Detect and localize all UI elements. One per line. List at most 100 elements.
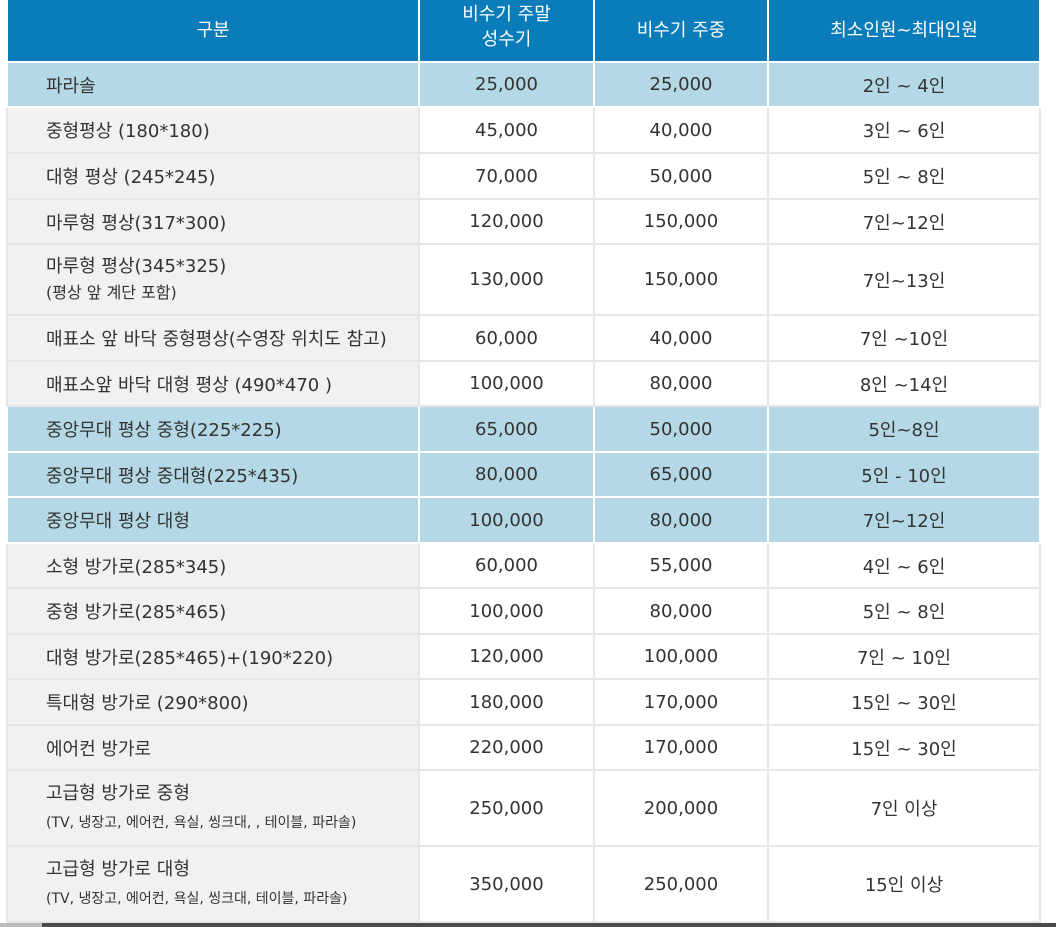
table-row: 대형 평상 (245*245) 70,000 50,000 5인 ~ 8인 [6, 152, 1041, 200]
row-name-cell: 마루형 평상(345*325) (평상 앞 계단 포함) [6, 243, 420, 316]
row-weekday-price: 80,000 [593, 587, 769, 635]
table-header-row: 구분 비수기 주말 성수기 비수기 주중 최소인원~최대인원 [6, 0, 1041, 63]
table-row: 소형 방가로(285*345) 60,000 55,000 4인 ~ 6인 [6, 542, 1041, 589]
row-weekend-price: 60,000 [418, 314, 595, 362]
row-weekend-price: 250,000 [418, 769, 595, 847]
table-row: 고급형 방가로 중형 (TV, 냉장고, 에어컨, 욕실, 씽크대, , 테이블… [6, 769, 1041, 847]
row-weekend-price: 120,000 [418, 633, 595, 680]
row-name-cell: 고급형 방가로 대형 (TV, 냉장고, 에어컨, 욕실, 씽크대, 테이블, … [6, 845, 420, 923]
row-capacity: 5인 - 10인 [767, 451, 1041, 498]
row-name: 소형 방가로(285*345) [6, 542, 420, 589]
row-name-note: (평상 앞 계단 포함) [46, 282, 177, 302]
header-offpeak-weekday: 비수기 주중 [593, 0, 769, 63]
row-capacity: 7인~12인 [767, 198, 1041, 245]
row-name: 중앙무대 평상 중형(225*225) [6, 405, 420, 453]
row-capacity: 2인 ~ 4인 [767, 61, 1041, 108]
table-row: 중형 방가로(285*465) 100,000 80,000 5인 ~ 8인 [6, 587, 1041, 635]
row-weekend-price: 120,000 [418, 198, 595, 245]
header-peak-weekend: 비수기 주말 성수기 [418, 0, 595, 63]
row-weekday-price: 170,000 [593, 724, 769, 771]
row-weekday-price: 65,000 [593, 451, 769, 498]
row-capacity: 5인 ~ 8인 [767, 152, 1041, 200]
row-weekend-price: 25,000 [418, 61, 595, 108]
row-name: 특대형 방가로 (290*800) [6, 678, 420, 726]
row-capacity: 7인 ~10인 [767, 314, 1041, 362]
row-weekday-price: 55,000 [593, 542, 769, 589]
table-row: 매표소 앞 바닥 중형평상(수영장 위치도 참고) 60,000 40,000 … [6, 314, 1041, 362]
row-weekend-price: 60,000 [418, 542, 595, 589]
row-capacity: 7인 이상 [767, 769, 1041, 847]
price-table-wrapper: 구분 비수기 주말 성수기 비수기 주중 최소인원~최대인원 파라솔 25,00… [6, 0, 1041, 923]
header-peak-weekend-line1: 비수기 주말 [462, 3, 551, 25]
table-row: 파라솔 25,000 25,000 2인 ~ 4인 [6, 61, 1041, 108]
price-table: 구분 비수기 주말 성수기 비수기 주중 최소인원~최대인원 파라솔 25,00… [6, 0, 1041, 923]
table-row: 에어컨 방가로 220,000 170,000 15인 ~ 30인 [6, 724, 1041, 771]
row-capacity: 15인 ~ 30인 [767, 724, 1041, 771]
row-name: 대형 평상 (245*245) [6, 152, 420, 200]
row-weekday-price: 80,000 [593, 360, 769, 407]
row-capacity: 8인 ~14인 [767, 360, 1041, 407]
row-name: 중형평상 (180*180) [6, 106, 420, 154]
row-weekend-price: 80,000 [418, 451, 595, 498]
table-row: 고급형 방가로 대형 (TV, 냉장고, 에어컨, 욕실, 씽크대, 테이블, … [6, 845, 1041, 923]
row-weekday-price: 80,000 [593, 496, 769, 544]
row-name: 마루형 평상(345*325) [46, 255, 227, 277]
row-weekday-price: 50,000 [593, 405, 769, 453]
table-row: 중앙무대 평상 중형(225*225) 65,000 50,000 5인~8인 [6, 405, 1041, 453]
row-weekday-price: 250,000 [593, 845, 769, 923]
row-capacity: 7인 ~ 10인 [767, 633, 1041, 680]
table-body: 파라솔 25,000 25,000 2인 ~ 4인 중형평상 (180*180)… [6, 61, 1041, 923]
row-weekend-price: 350,000 [418, 845, 595, 923]
row-name: 고급형 방가로 대형 [46, 859, 190, 880]
row-capacity: 15인 ~ 30인 [767, 678, 1041, 726]
row-capacity: 5인~8인 [767, 405, 1041, 453]
row-weekend-price: 45,000 [418, 106, 595, 154]
row-weekday-price: 200,000 [593, 769, 769, 847]
row-capacity: 7인~13인 [767, 243, 1041, 316]
row-capacity: 15인 이상 [767, 845, 1041, 923]
row-name: 마루형 평상(317*300) [6, 198, 420, 245]
row-name: 중앙무대 평상 대형 [6, 496, 420, 544]
row-name: 대형 방가로(285*465)+(190*220) [6, 633, 420, 680]
window-bottom-edge [0, 923, 1056, 927]
table-row: 중앙무대 평상 대형 100,000 80,000 7인~12인 [6, 496, 1041, 544]
row-name: 중앙무대 평상 중대형(225*435) [6, 451, 420, 498]
row-weekday-price: 100,000 [593, 633, 769, 680]
row-weekday-price: 170,000 [593, 678, 769, 726]
row-weekend-price: 100,000 [418, 587, 595, 635]
row-weekday-price: 150,000 [593, 198, 769, 245]
table-row: 특대형 방가로 (290*800) 180,000 170,000 15인 ~ … [6, 678, 1041, 726]
table-row: 마루형 평상(345*325) (평상 앞 계단 포함) 130,000 150… [6, 243, 1041, 316]
row-weekend-price: 130,000 [418, 243, 595, 316]
table-row: 대형 방가로(285*465)+(190*220) 120,000 100,00… [6, 633, 1041, 680]
row-name-cell: 고급형 방가로 중형 (TV, 냉장고, 에어컨, 욕실, 씽크대, , 테이블… [6, 769, 420, 847]
row-name-note: (TV, 냉장고, 에어컨, 욕실, 씽크대, , 테이블, 파라솔) [46, 815, 357, 831]
row-name-note: (TV, 냉장고, 에어컨, 욕실, 씽크대, 테이블, 파라솔) [46, 891, 348, 907]
row-weekday-price: 40,000 [593, 314, 769, 362]
row-weekday-price: 25,000 [593, 61, 769, 108]
row-weekday-price: 40,000 [593, 106, 769, 154]
row-weekday-price: 150,000 [593, 243, 769, 316]
row-name: 매표소앞 바닥 대형 평상 (490*470 ) [6, 360, 420, 407]
table-row: 중형평상 (180*180) 45,000 40,000 3인 ~ 6인 [6, 106, 1041, 154]
window-bottom-edge-corner [0, 923, 42, 927]
header-category: 구분 [6, 0, 420, 63]
row-capacity: 5인 ~ 8인 [767, 587, 1041, 635]
row-weekend-price: 70,000 [418, 152, 595, 200]
header-capacity: 최소인원~최대인원 [767, 0, 1041, 63]
row-name: 중형 방가로(285*465) [6, 587, 420, 635]
table-row: 중앙무대 평상 중대형(225*435) 80,000 65,000 5인 - … [6, 451, 1041, 498]
header-peak-weekend-line2: 성수기 [481, 28, 532, 50]
row-capacity: 3인 ~ 6인 [767, 106, 1041, 154]
row-capacity: 4인 ~ 6인 [767, 542, 1041, 589]
row-name: 파라솔 [6, 61, 420, 108]
row-weekday-price: 50,000 [593, 152, 769, 200]
row-weekend-price: 100,000 [418, 360, 595, 407]
row-name: 고급형 방가로 중형 [46, 783, 190, 804]
row-weekend-price: 220,000 [418, 724, 595, 771]
row-capacity: 7인~12인 [767, 496, 1041, 544]
table-row: 매표소앞 바닥 대형 평상 (490*470 ) 100,000 80,000 … [6, 360, 1041, 407]
row-weekend-price: 100,000 [418, 496, 595, 544]
row-weekend-price: 65,000 [418, 405, 595, 453]
row-weekend-price: 180,000 [418, 678, 595, 726]
